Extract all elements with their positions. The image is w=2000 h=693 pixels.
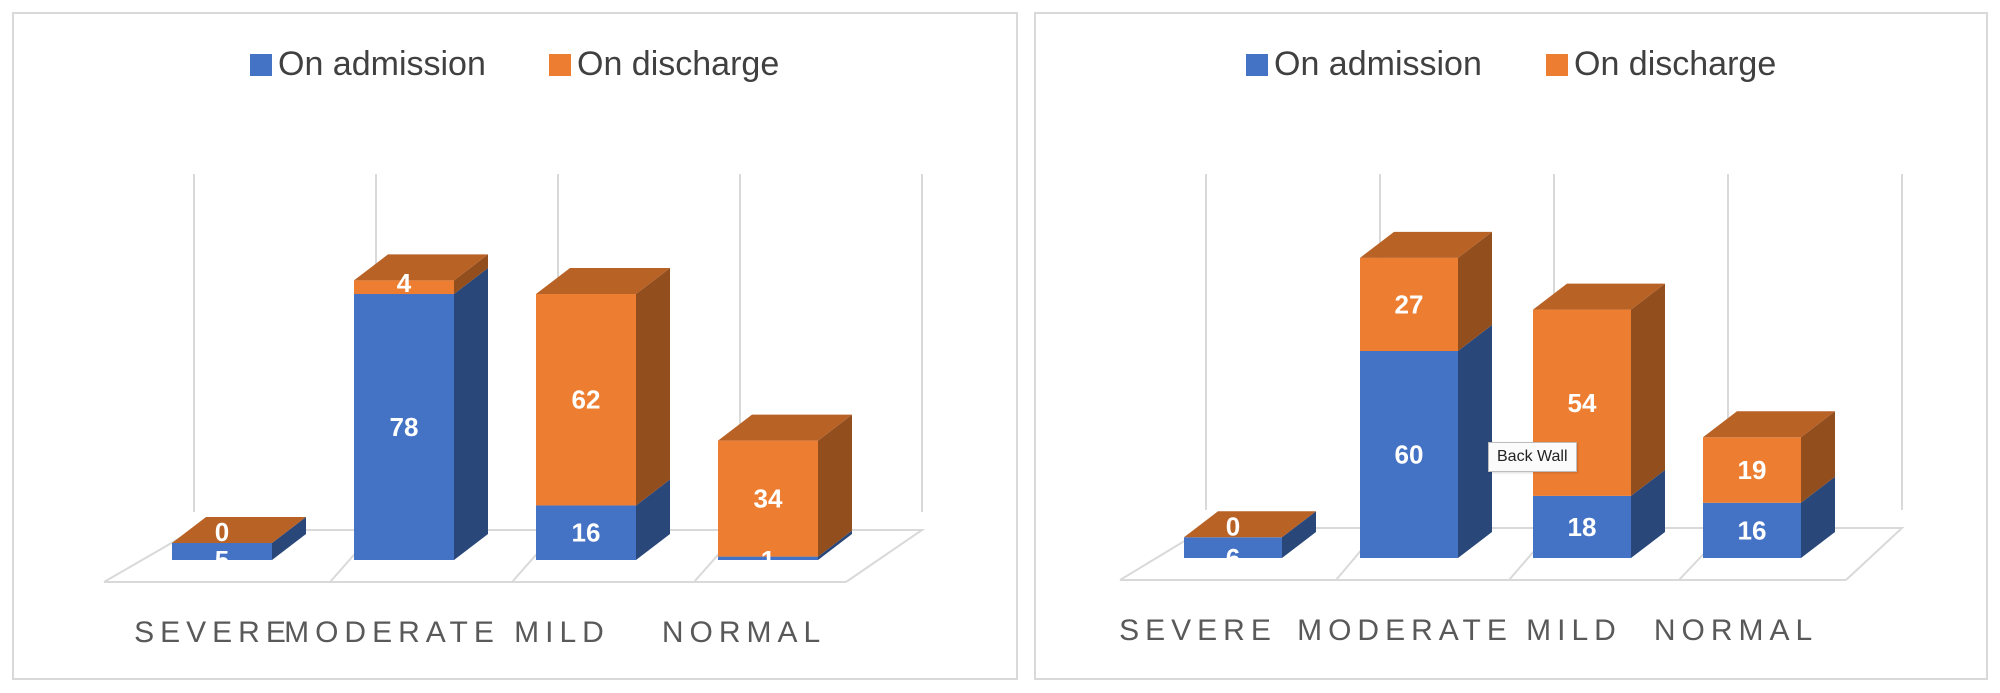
- legend-swatch-on-discharge: [1546, 54, 1568, 76]
- bar-mild-on-discharge: [536, 268, 670, 506]
- data-label-severe-on-discharge: 0: [1226, 511, 1240, 541]
- stacked-bar-chart-right: On admission On discharge 60 SEVERE 60 27 MODE…: [1119, 45, 1905, 647]
- data-label-mild-on-discharge: 62: [572, 385, 601, 415]
- bar-moderate-on-discharge: [1360, 231, 1492, 351]
- bar-mild-on-admission: [1533, 469, 1665, 558]
- bar-severe-on-admission: [172, 516, 306, 560]
- stacked-bar-chart-left: On admission On discharge 50 SEVERE 78 4 MODER…: [103, 45, 926, 649]
- bar-normal-on-discharge: [1703, 411, 1835, 503]
- bar-moderate-on-admission: [1360, 325, 1492, 558]
- bar-moderate-on-admission: [354, 268, 488, 560]
- data-label-normal-on-admission: 16: [1738, 515, 1767, 545]
- data-label-normal-on-admission: 1: [761, 545, 775, 575]
- data-label-moderate-on-admission: 60: [1395, 440, 1424, 470]
- legend-swatch-on-admission: [250, 54, 272, 76]
- data-label-severe-on-admission: 6: [1226, 543, 1240, 573]
- category-label-mild: MILD: [514, 616, 610, 649]
- bar-normal-on-discharge: [718, 414, 852, 557]
- data-label-moderate-on-discharge: 27: [1395, 289, 1424, 319]
- bar-top-moderate: [1360, 231, 1492, 258]
- chart-panel-right: On admission On discharge 6 0 SEVERE 60 27 MODE…: [1034, 12, 1988, 680]
- category-label-moderate: MODERATE: [284, 616, 500, 649]
- legend-label-on-discharge: On discharge: [577, 45, 779, 83]
- bar-top-mild: [1533, 283, 1665, 310]
- bar-top-moderate: [354, 254, 488, 281]
- data-label-mild-on-discharge: 54: [1568, 388, 1597, 418]
- bar-moderate-on-discharge: [354, 254, 488, 295]
- data-label-mild-on-admission: 16: [572, 518, 601, 548]
- bar-normal-on-admission: [718, 530, 852, 560]
- category-label-mild: MILD: [1526, 614, 1622, 647]
- category-label-moderate: MODERATE: [1297, 614, 1513, 647]
- bar-severe-on-admission: [1184, 511, 1316, 558]
- back-wall-tooltip: Back Wall: [1488, 442, 1577, 472]
- category-label-normal: NORMAL: [662, 616, 826, 649]
- data-label-mild-on-admission: 18: [1568, 512, 1597, 542]
- category-label-normal: NORMAL: [1654, 614, 1818, 647]
- legend-label-on-discharge: On discharge: [1574, 45, 1776, 83]
- chart-panel-left: On admission On discharge 5 0 SEVERE 78 4 MODER…: [12, 12, 1018, 680]
- bar-mild-on-admission: [536, 479, 670, 560]
- data-label-severe-on-discharge: 0: [215, 517, 229, 547]
- legend-swatch-on-discharge: [549, 54, 571, 76]
- bar-normal-on-admission: [1703, 476, 1835, 558]
- bar-top-severe: [1184, 511, 1316, 538]
- bar-top-normal: [718, 414, 852, 441]
- legend-label-on-admission: On admission: [278, 45, 486, 83]
- category-label-severe: SEVERE: [134, 616, 292, 649]
- bar-mild-on-discharge: [1533, 283, 1665, 496]
- bar-top-mild: [536, 268, 670, 295]
- legend-swatch-on-admission: [1246, 54, 1268, 76]
- data-label-severe-on-admission: 5: [215, 545, 229, 575]
- legend-label-on-admission: On admission: [1274, 45, 1482, 83]
- data-label-normal-on-discharge: 19: [1738, 455, 1767, 485]
- category-label-severe: SEVERE: [1119, 614, 1277, 647]
- data-label-moderate-on-admission: 78: [390, 412, 419, 442]
- data-label-normal-on-discharge: 34: [754, 484, 783, 514]
- data-label-moderate-on-discharge: 4: [397, 268, 412, 298]
- bar-top-severe: [172, 516, 306, 543]
- bar-top-normal: [1703, 411, 1835, 438]
